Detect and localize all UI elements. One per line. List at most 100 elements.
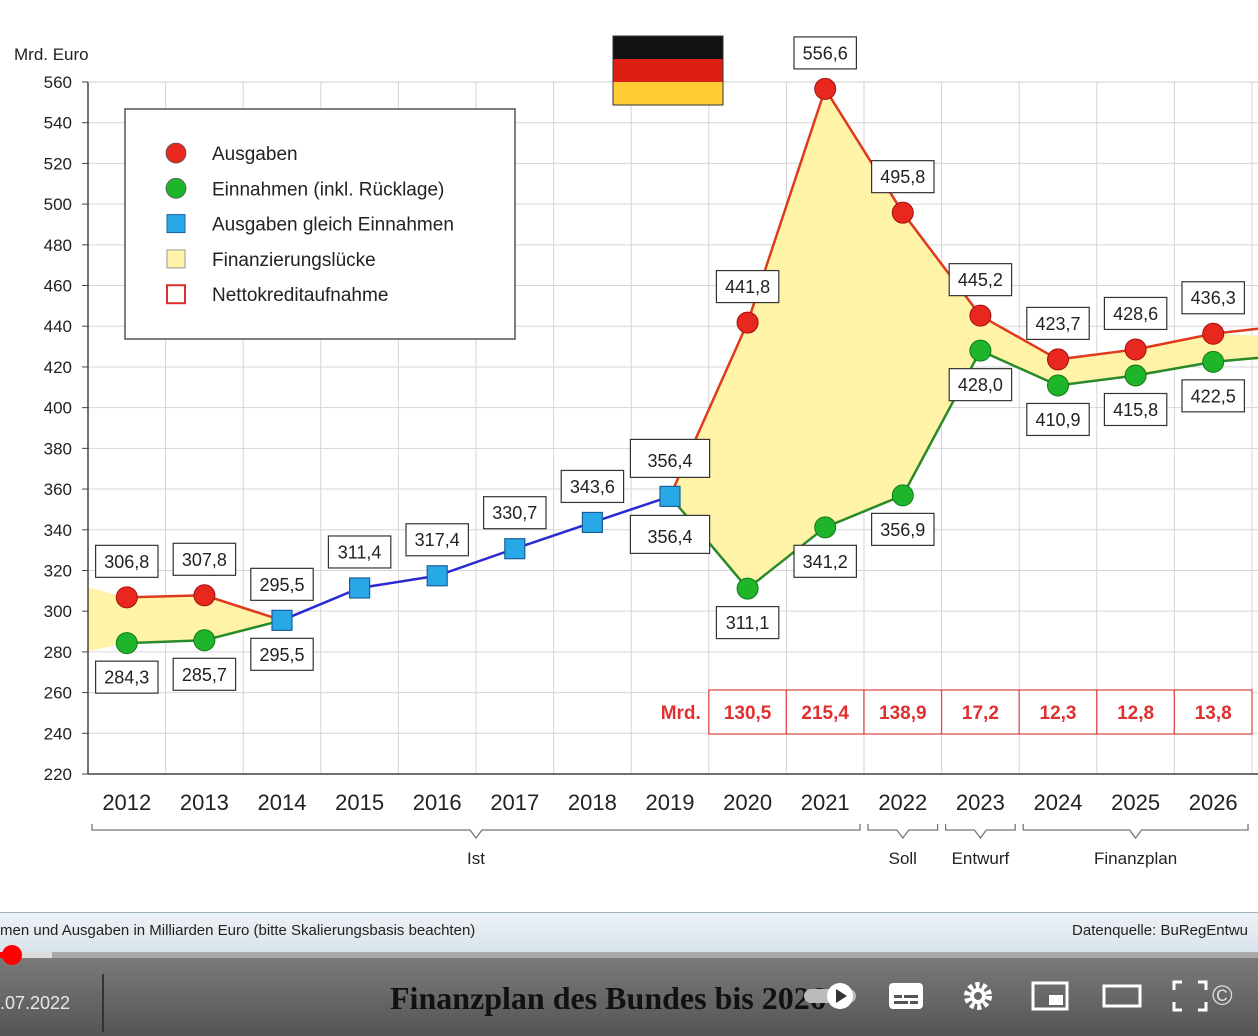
x-tick-label: 2025: [1111, 790, 1160, 815]
nettokredit-cell: [1096, 689, 1176, 735]
einnahmen-value-label: 311,1: [726, 613, 770, 633]
nettokredit-value: 12,8: [1117, 703, 1154, 724]
period-groups: Ist Soll Entwurf Finanzplan: [91, 824, 1249, 868]
legend-label: Einnahmen (inkl. Rücklage): [212, 179, 444, 200]
ausgaben-point: [1202, 322, 1225, 345]
y-tick-label: 240: [44, 724, 72, 743]
y-tick-label: 400: [44, 399, 72, 418]
ausgaben-value-label: 436,3: [1191, 288, 1236, 308]
x-tick-label: 2017: [490, 790, 539, 815]
nettokredit-prefix: Mrd.: [661, 703, 701, 724]
miniplayer-icon[interactable]: [1028, 976, 1072, 1016]
ausgaben-point: [115, 586, 138, 609]
period-brace: [1022, 824, 1249, 840]
gleich-point: [659, 485, 681, 507]
ausgaben-value-label: 441,8: [725, 277, 770, 297]
data-labels: 306,8 307,8 441,8 556,6 495,8 445,2 423,7 428,6…: [94, 36, 1246, 694]
autoplay-toggle-icon[interactable]: [802, 976, 858, 1016]
gleich-value-label: 356,4: [647, 527, 692, 547]
y-tick-label: 520: [44, 154, 72, 173]
ausgaben-value-label-box: [1026, 306, 1090, 341]
ausgaben-value-label-box: [94, 544, 159, 578]
x-tick-label: 2023: [956, 790, 1005, 815]
x-tick-label: 2015: [335, 790, 384, 815]
einnahmen-value-label: 341,2: [803, 552, 848, 572]
ausgaben-point: [736, 311, 759, 334]
ausgaben-point: [193, 584, 216, 607]
einnahmen-point: [814, 516, 837, 539]
ausgaben-value-label-box: [172, 542, 237, 576]
nettokredit-cell: [863, 689, 943, 735]
einnahmen-value-label-box: [94, 660, 159, 694]
einnahmen-value-label-box: [1026, 402, 1090, 437]
gleich-value-label: 330,7: [492, 503, 537, 523]
ausgaben-point: [969, 304, 992, 327]
gleich-value-label-box: [250, 567, 314, 601]
ausgaben-value-label: 307,8: [182, 550, 227, 570]
scrubber-handle[interactable]: [2, 945, 22, 965]
settings-gear-icon[interactable]: [956, 976, 1000, 1016]
nettokredit-value: 17,2: [962, 703, 999, 724]
y-tick-label: 500: [44, 195, 72, 214]
series-markers: [115, 77, 1225, 655]
period-brace: [944, 824, 1016, 840]
legend-label: Nettokreditaufnahme: [212, 285, 388, 306]
period-label: Ist: [467, 849, 485, 868]
ausgaben-value-label: 423,7: [1035, 314, 1080, 334]
einnahmen-value-label-box: [870, 512, 935, 546]
chart: 220 240 260 280 300 320 340 360 380 400 420 440 460 4…: [14, 35, 1258, 868]
nettokredit-value: 130,5: [724, 703, 772, 724]
x-tick-label: 2021: [801, 790, 850, 815]
y-axis-label: Mrd. Euro: [14, 45, 89, 64]
legend-label: Ausgaben gleich Einnahmen: [212, 215, 454, 236]
y-tick-label: 220: [44, 765, 72, 784]
theater-mode-icon[interactable]: [1100, 976, 1144, 1016]
gleich-value-label: 343,6: [570, 477, 615, 497]
ausgaben-value-label: 306,8: [104, 552, 149, 572]
einnahmen-value-label-box: [1103, 392, 1168, 427]
x-tick-label: 2022: [878, 790, 927, 815]
einnahmen-value-label: 428,0: [958, 375, 1003, 395]
gleich-value-label: 311,4: [338, 542, 382, 562]
gleich-line: [281, 495, 671, 622]
video-player-controls: .07.2022 Finanzplan des Bundes bis 2026 …: [0, 945, 1258, 1036]
legend: Ausgaben Einnahmen (inkl. Rücklage) Ausgab…: [124, 108, 516, 340]
einnahmen-point: [115, 632, 138, 655]
einnahmen-value-label: 285,7: [182, 665, 227, 685]
subtitles-icon[interactable]: [884, 976, 928, 1016]
nettokredit-cell: [785, 689, 865, 735]
copyright-mark: ©: [1212, 980, 1233, 1011]
progress-bar[interactable]: [0, 945, 1258, 965]
legend-marker: [166, 284, 186, 305]
ausgaben-value-label: 556,6: [803, 43, 848, 63]
footnote-text: men und Ausgaben in Milliarden Euro (bit…: [0, 922, 476, 939]
legend-label: Finanzierungslücke: [212, 250, 376, 271]
gleich-point: [349, 577, 371, 599]
period-label: Soll: [889, 849, 917, 868]
gleich-point: [581, 511, 604, 534]
einnahmen-value-label-box: [715, 605, 780, 640]
gleich-value-label: 356,4: [647, 451, 692, 471]
einnahmen-point: [1124, 364, 1147, 387]
period-brace: [91, 824, 861, 840]
legend-marker: [165, 177, 187, 199]
ausgaben-value-label-box: [870, 160, 935, 194]
period-label: Finanzplan: [1094, 849, 1177, 868]
gleich-value-label-box: [250, 637, 314, 671]
ausgaben-point: [891, 201, 914, 224]
einnahmen-value-label: 410,9: [1035, 410, 1080, 430]
gleich-value-label-box: [405, 523, 470, 557]
fullscreen-icon[interactable]: [1168, 976, 1212, 1016]
y-tick-label: 260: [44, 684, 72, 703]
einnahmen-value-label-box: [948, 368, 1013, 402]
einnahmen-point: [1047, 374, 1069, 397]
einnahmen-value-label: 356,9: [880, 520, 925, 540]
nettokredit-row: Mrd. 130,5 215,4 138,9 17,2 12,3 12,8 13,8: [661, 689, 1253, 735]
gleich-value-label: 295,5: [259, 575, 304, 595]
gleich-value-label-box: [327, 535, 392, 569]
legend-label: Ausgaben: [212, 144, 298, 165]
period-brace: [867, 824, 939, 840]
y-tick-label: 380: [44, 439, 72, 458]
gleich-value-label-box: [483, 496, 547, 530]
x-tick-label: 2014: [258, 790, 307, 815]
